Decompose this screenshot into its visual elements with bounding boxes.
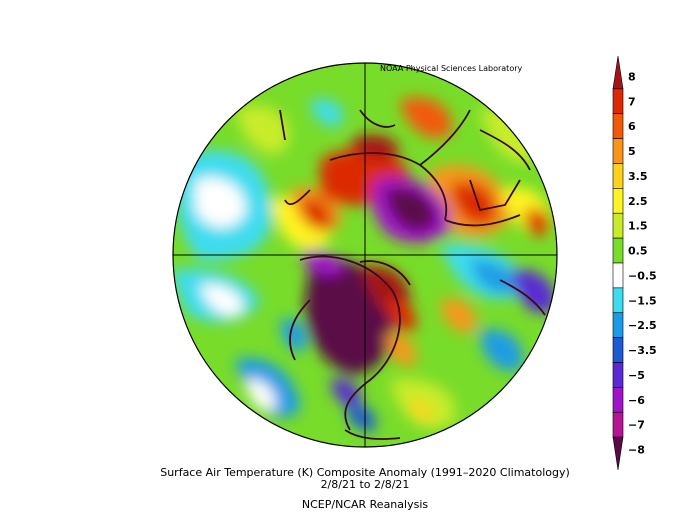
colorbar-swatch <box>612 312 624 338</box>
coastlines <box>279 109 546 440</box>
colorbar-swatch <box>612 55 624 90</box>
colorbar: 8 7 6 5 3.5 2.5 1.5 0.5 −0.5 −1.5 −2.5 −3.5 −5 −6 −7 −8 <box>612 55 657 471</box>
colorbar-swatch <box>612 337 624 363</box>
colorbar-swatch <box>612 237 624 264</box>
colorbar-label: 0.5 <box>628 245 648 258</box>
colorbar-label: 8 <box>628 70 636 83</box>
colorbar-swatch <box>612 287 624 314</box>
colorbar-swatch <box>612 113 624 139</box>
colorbar-swatch <box>612 212 624 239</box>
colorbar-swatch <box>612 387 624 413</box>
colorbar-label: −0.5 <box>628 269 657 282</box>
colorbar-label: −8 <box>628 444 645 457</box>
temperature-anomaly-field <box>173 63 557 447</box>
colorbar-label: −6 <box>628 394 645 407</box>
colorbar-label: −2.5 <box>628 319 657 332</box>
colorbar-label: −7 <box>628 419 645 432</box>
colorbar-label: −5 <box>628 369 645 382</box>
colorbar-label: 2.5 <box>628 195 648 208</box>
colorbar-swatch <box>612 163 624 189</box>
colorbar-label: 3.5 <box>628 170 648 183</box>
colorbar-swatch <box>612 436 624 471</box>
colorbar-label: −1.5 <box>628 294 657 307</box>
colorbar-label: 7 <box>628 95 636 108</box>
colorbar-label: 6 <box>628 120 636 133</box>
colorbar-label: −3.5 <box>628 344 657 357</box>
colorbar-swatch <box>612 262 624 289</box>
caption-dates: 2/8/21 to 2/8/21 <box>320 478 410 491</box>
colorbar-swatch <box>612 88 624 115</box>
colorbar-swatch <box>612 138 624 164</box>
colorbar-swatch <box>612 362 624 388</box>
colorbar-swatch <box>612 188 624 214</box>
credit-text: NOAA Physical Sciences Laboratory <box>380 64 523 73</box>
colorbar-label: 5 <box>628 145 636 158</box>
caption-title: Surface Air Temperature (K) Composite An… <box>160 466 570 479</box>
colorbar-swatch <box>612 411 624 438</box>
colorbar-label: 1.5 <box>628 220 648 233</box>
map-outline <box>172 62 558 448</box>
caption-source: NCEP/NCAR Reanalysis <box>301 498 429 511</box>
